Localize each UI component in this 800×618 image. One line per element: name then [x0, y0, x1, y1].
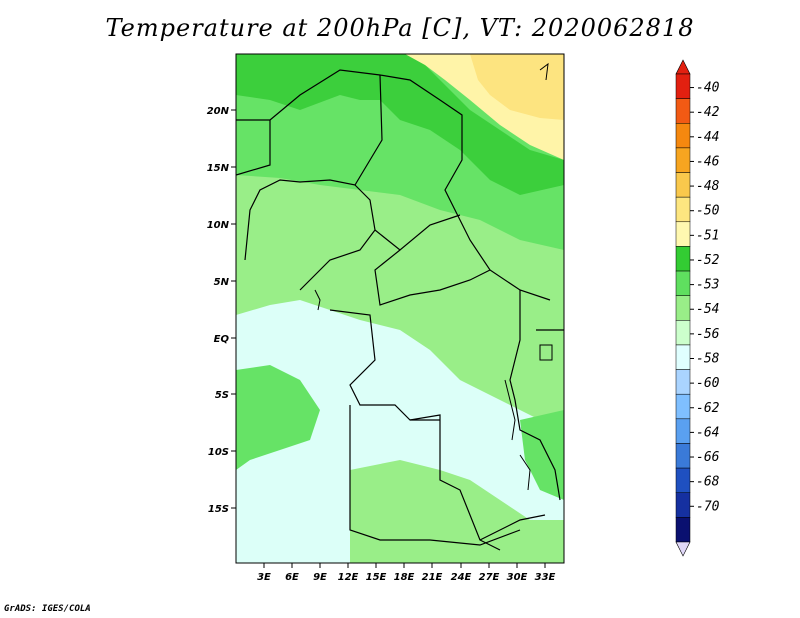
lat-label: 15S	[208, 504, 229, 515]
lon-label: 33E	[535, 572, 556, 583]
colorbar-swatch	[675, 147, 691, 173]
map-panel: 20N 15N 10N 5N EQ 5S 10S 15S 3E 6E 9E 12…	[207, 53, 565, 583]
lon-label: 18E	[394, 572, 415, 583]
colorbar-label: -68	[696, 475, 720, 490]
field-band-53-west	[236, 365, 320, 470]
colorbar-label: -56	[696, 327, 720, 342]
field-band-53-south	[350, 460, 564, 563]
lon-label: 30E	[507, 572, 528, 583]
colorbar: -40 -42 -44 -46 -48 -50 -51 -52 -53 -54 -56 -58 -60 -…	[675, 59, 720, 557]
colorbar-label: -44	[696, 130, 719, 145]
map-title: Temperature at 200hPa [C], VT: 202006281…	[105, 14, 695, 42]
colorbar-swatch	[675, 344, 691, 370]
lat-label: 10N	[207, 220, 230, 231]
colorbar-swatch	[675, 295, 691, 321]
lon-label: 21E	[422, 572, 443, 583]
field-band-52-north	[236, 54, 564, 195]
lon-axis: 3E 6E 9E 12E 15E 18E 21E 24E 27E 30E 33E	[257, 563, 556, 583]
lon-label: 27E	[479, 572, 500, 583]
lat-label: 5S	[215, 390, 229, 401]
colorbar-swatch	[675, 196, 691, 223]
colorbar-swatch	[675, 492, 691, 518]
colorbar-label: -48	[696, 179, 720, 194]
map-frame	[235, 53, 565, 564]
colorbar-label: -60	[696, 376, 720, 391]
colorbar-swatch	[675, 246, 691, 272]
colorbar-swatch	[675, 172, 691, 198]
colorbar-label: -66	[696, 450, 720, 465]
colorbar-swatch	[675, 443, 691, 469]
colorbar-label: -54	[696, 302, 719, 317]
field-band-50	[470, 54, 564, 120]
colorbar-label: -53	[696, 278, 719, 293]
colorbar-swatch	[675, 270, 691, 296]
country-borders	[236, 69, 564, 551]
field-band-53-east	[520, 410, 564, 500]
lat-label: 15N	[207, 163, 230, 174]
colorbar-min-tip	[675, 541, 691, 557]
lon-label: 24E	[451, 572, 472, 583]
colorbar-label: -50	[696, 204, 720, 219]
colorbar-swatch	[675, 467, 691, 493]
colorbar-swatch	[675, 517, 691, 543]
lon-label: 3E	[257, 572, 271, 583]
colorbar-label: -62	[696, 401, 720, 416]
colorbar-label: -52	[696, 253, 720, 268]
colorbar-swatch	[675, 123, 691, 149]
colorbar-label: -46	[696, 154, 720, 169]
lat-axis: 20N 15N 10N 5N EQ 5S 10S 15S	[207, 106, 236, 515]
colorbar-max-tip	[675, 59, 691, 75]
colorbar-label: -70	[696, 499, 720, 514]
credit-label: GrADS: IGES/COLA	[4, 604, 91, 614]
lon-label: 6E	[285, 572, 299, 583]
lat-label: EQ	[214, 334, 230, 345]
colorbar-label: -58	[696, 351, 720, 366]
colorbar-label: -42	[696, 105, 720, 120]
colorbar-swatch	[675, 320, 691, 346]
colorbar-swatch	[675, 221, 691, 247]
colorbar-label: -51	[696, 228, 719, 243]
lakes-coast	[314, 62, 553, 491]
colorbar-label: -40	[696, 81, 720, 96]
lat-label: 10S	[208, 447, 229, 458]
lon-label: 12E	[338, 572, 359, 583]
colorbar-swatch	[675, 73, 691, 99]
lon-label: 9E	[313, 572, 327, 583]
colorbar-swatch	[675, 98, 691, 124]
colorbar-label: -64	[696, 425, 719, 440]
lat-label: 5N	[214, 277, 230, 288]
lat-label: 20N	[207, 106, 230, 117]
lon-label: 15E	[366, 572, 387, 583]
colorbar-swatch	[675, 393, 691, 420]
colorbar-swatch	[675, 369, 691, 395]
colorbar-swatch	[675, 418, 691, 444]
